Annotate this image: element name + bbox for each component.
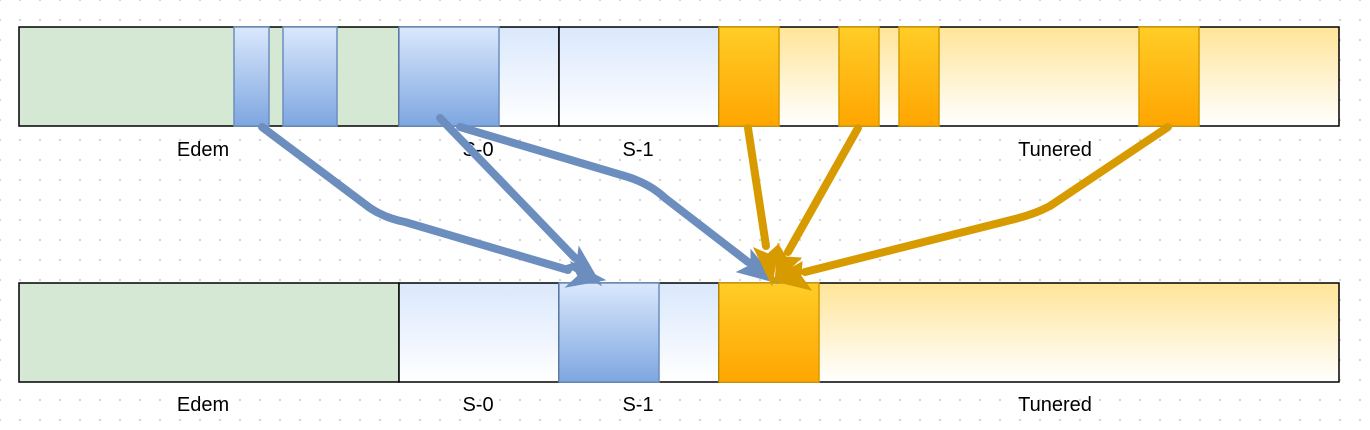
- arrow-tenured-obj1-to-tenured: [744, 124, 770, 250]
- arrowhead-s0-to-s1: [563, 245, 603, 287]
- after-s1-object: [558, 282, 660, 383]
- before-s0-object: [398, 26, 500, 127]
- after-tenured-label: Tunered: [1018, 394, 1092, 416]
- before-row: Edem S-0 S-1 Tunered: [18, 26, 1340, 161]
- arrow-eden-to-s1: [258, 123, 572, 274]
- before-tenured-object-2: [838, 26, 880, 127]
- before-tenured-object-1: [718, 26, 780, 127]
- before-tenured-label: Tunered: [1018, 139, 1092, 161]
- after-eden-label: Edem: [177, 394, 229, 416]
- before-eden-object-2: [282, 26, 338, 127]
- before-eden-object-1: [233, 26, 270, 127]
- arrow-s0-to-tenured: [456, 123, 752, 266]
- before-s1-region: [558, 26, 720, 127]
- after-eden-region: [18, 282, 400, 383]
- arrowhead-tenured-obj4: [768, 261, 813, 291]
- before-tenured-object-4: [1138, 26, 1200, 127]
- after-tenured-region: [718, 282, 1340, 383]
- before-tenured-object-3: [898, 26, 940, 127]
- arrow-s0-to-s1: [436, 114, 579, 262]
- before-tenured-region: [718, 26, 1340, 127]
- after-s1-label: S-1: [622, 394, 653, 416]
- before-eden-label: Edem: [177, 139, 229, 161]
- after-tenured-object: [718, 282, 820, 383]
- arrowheads: [563, 242, 813, 291]
- arrow-tenured-obj2-to-tenured: [784, 124, 862, 256]
- after-s0-label: S-0: [462, 394, 493, 416]
- arrow-tenured-obj4-to-tenured: [801, 123, 1172, 276]
- after-row: Edem S-0 S-1 Tunered: [18, 282, 1340, 416]
- promotion-arrows: [258, 114, 1172, 276]
- after-s0-region: [398, 282, 560, 383]
- before-s1-label: S-1: [622, 139, 653, 161]
- before-eden-region: [18, 26, 400, 127]
